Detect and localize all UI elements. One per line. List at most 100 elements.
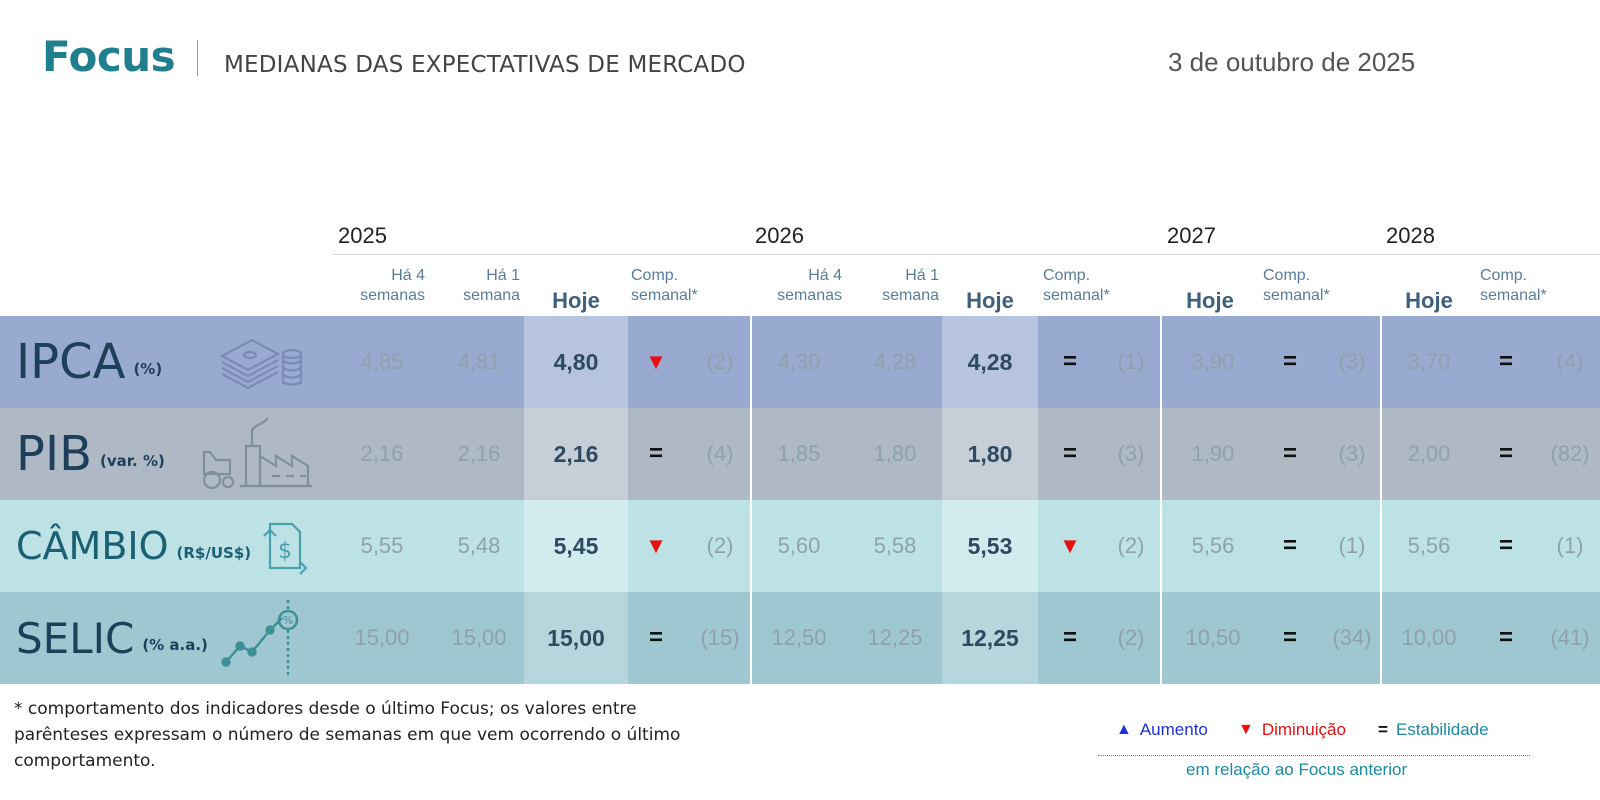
- value-hoje-2026: 1,80: [967, 440, 1013, 467]
- weeks-count: (2): [706, 533, 734, 558]
- value-ha1-2025: 4,81: [457, 349, 501, 374]
- value-hoje-2027: 3,90: [1191, 349, 1235, 374]
- year-2028-header: 2028: [1386, 223, 1435, 248]
- row-ipca: IPCA (%) 4,85 4,81 4,80 ▼ (2) 4,30 4,28 …: [0, 316, 1600, 408]
- factory-tractor-icon: [200, 408, 316, 500]
- legend-stable: = Estabilidade: [1378, 720, 1489, 740]
- indicator-unit: (var. %): [100, 452, 165, 470]
- legend-note: em relação ao Focus anterior: [1186, 760, 1408, 779]
- legend-divider: [1098, 755, 1530, 756]
- value-ha1-2026: 5,58: [873, 533, 917, 558]
- report-date: 3 de outubro de 2025: [1168, 47, 1416, 77]
- value-ha4-2025: 2,16: [360, 441, 404, 466]
- indicator-label-cambio: CÂMBIO (R$/US$): [16, 500, 251, 592]
- value-ha1-2026: 1,80: [873, 441, 917, 466]
- weeks-count: (2): [706, 349, 734, 374]
- value-ha1-2025: 15,00: [451, 625, 507, 650]
- weeks-count: (1): [1556, 533, 1584, 558]
- col-comp-2027: Comp. semanal*: [1263, 267, 1330, 304]
- trend-down-icon: ▼: [1059, 533, 1081, 558]
- weeks-count: (41): [1550, 625, 1590, 650]
- trend-stable-icon: =: [1498, 624, 1513, 651]
- trend-stable-icon: =: [1282, 624, 1297, 651]
- header-rule: [332, 254, 1600, 255]
- col-comp-2028: Comp. semanal*: [1480, 267, 1547, 304]
- weeks-count: (3): [1338, 349, 1366, 374]
- value-ha4-2026: 1,85: [777, 441, 821, 466]
- trend-stable-icon: =: [1282, 532, 1297, 559]
- year-2027-header: 2027: [1167, 223, 1216, 248]
- rate-trend-icon: %: [220, 592, 310, 684]
- indicator-label-pib: PIB (var. %): [16, 408, 165, 500]
- equals-icon: =: [1378, 720, 1388, 739]
- brand-divider: [197, 40, 198, 76]
- value-ha4-2026: 5,60: [777, 533, 821, 558]
- svg-text:$: $: [278, 539, 292, 564]
- indicator-label-ipca: IPCA (%): [16, 316, 162, 408]
- hoje-band: [524, 408, 628, 500]
- footnote: * comportamento dos indicadores desde o …: [14, 699, 681, 771]
- value-hoje-2026: 5,53: [967, 532, 1013, 559]
- weeks-count: (82): [1550, 441, 1590, 466]
- indicator-name: IPCA: [16, 334, 126, 390]
- value-hoje-2028: 2,00: [1407, 441, 1451, 466]
- value-hoje-2025: 2,16: [553, 440, 599, 467]
- hoje-band: [524, 592, 628, 684]
- trend-stable-icon: =: [1498, 532, 1513, 559]
- col-hoje-2026: Hoje: [966, 288, 1014, 313]
- weeks-count: (2): [1117, 625, 1145, 650]
- trend-stable-icon: =: [1062, 348, 1077, 375]
- value-hoje-2027: 10,50: [1185, 625, 1241, 650]
- hoje-band: [942, 316, 1038, 408]
- legend-increase-label: Aumento: [1139, 720, 1208, 739]
- value-hoje-2025: 4,80: [553, 348, 599, 375]
- value-hoje-2027: 1,90: [1191, 441, 1235, 466]
- hoje-band: [524, 500, 628, 592]
- weeks-count: (3): [1338, 441, 1366, 466]
- weeks-count: (4): [1556, 349, 1584, 374]
- year-separator: [1380, 316, 1382, 684]
- value-hoje-2025: 15,00: [547, 624, 605, 651]
- value-ha1-2025: 5,48: [457, 533, 501, 558]
- trend-stable-icon: =: [1282, 348, 1297, 375]
- row-cambio: CÂMBIO (R$/US$) $ 5,55 5,48 5,45 ▼ (2) 5…: [0, 500, 1600, 592]
- hoje-band: [942, 592, 1038, 684]
- value-ha4-2025: 5,55: [360, 533, 404, 558]
- money-stack-icon: [218, 316, 308, 408]
- indicator-name: SELIC: [16, 613, 135, 663]
- weeks-count: (4): [706, 441, 734, 466]
- currency-exchange-icon: $: [262, 500, 308, 592]
- value-ha4-2026: 12,50: [771, 625, 827, 650]
- weeks-count: (34): [1332, 625, 1372, 650]
- col-hoje-2028: Hoje: [1405, 288, 1453, 313]
- year-separator: [1160, 316, 1162, 684]
- hoje-band: [942, 500, 1038, 592]
- triangle-down-icon: ▼: [1238, 721, 1254, 738]
- weeks-count: (1): [1338, 533, 1366, 558]
- trend-down-icon: ▼: [645, 533, 667, 558]
- svg-text:%: %: [283, 614, 293, 627]
- value-ha1-2026: 4,28: [873, 349, 917, 374]
- row-selic: SELIC (% a.a.) % 15,00 15,00 15,00 = (15…: [0, 592, 1600, 684]
- legend-stable-label: Estabilidade: [1395, 720, 1489, 739]
- weeks-count: (15): [700, 625, 740, 650]
- trend-stable-icon: =: [648, 440, 663, 467]
- col-ha1-2025: Há 1 semana: [463, 267, 520, 304]
- indicator-name: CÂMBIO: [16, 524, 169, 568]
- col-hoje-2025: Hoje: [552, 288, 600, 313]
- value-hoje-2028: 3,70: [1407, 349, 1451, 374]
- year-separator: [750, 316, 752, 684]
- trend-stable-icon: =: [1498, 348, 1513, 375]
- trend-stable-icon: =: [648, 624, 663, 651]
- value-hoje-2026: 4,28: [967, 348, 1013, 375]
- value-hoje-2025: 5,45: [553, 532, 599, 559]
- weeks-count: (3): [1117, 441, 1145, 466]
- value-ha1-2025: 2,16: [457, 441, 501, 466]
- indicator-unit: (%): [133, 360, 163, 378]
- value-ha4-2025: 4,85: [360, 349, 404, 374]
- legend-decrease: ▼ Diminuição: [1238, 720, 1346, 740]
- value-hoje-2027: 5,56: [1191, 533, 1235, 558]
- weeks-count: (2): [1117, 533, 1145, 558]
- value-ha1-2026: 12,25: [867, 625, 923, 650]
- hoje-band: [942, 408, 1038, 500]
